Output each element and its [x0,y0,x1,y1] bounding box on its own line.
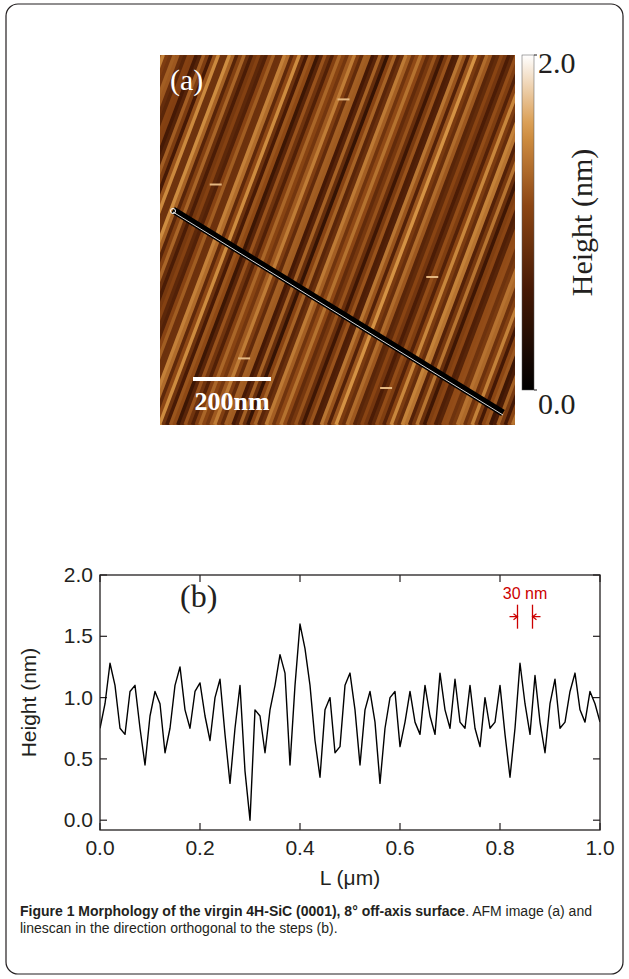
y-tick-right [593,820,600,821]
colorbar-tick-label: 0.0 [538,387,576,420]
plot-frame [100,575,600,830]
plot-data [100,624,600,820]
x-tick-top [299,575,300,582]
y-tick-label: 2.0 [64,563,93,586]
afm-feature [338,98,350,100]
y-tick [100,636,107,637]
colorbar-label: Height (nm) [565,149,599,296]
figure-border [6,4,623,974]
afm-step [509,55,515,425]
y-tick-label: 0.5 [64,747,93,770]
x-tick-label: 0.8 [485,836,514,859]
afm-step [506,55,515,425]
x-tick-label: 0.0 [85,836,114,859]
y-tick-label: 0.0 [64,808,93,831]
x-tick-label: 0.6 [385,836,414,859]
afm-step [513,55,515,425]
y-tick-label: 1.5 [64,624,93,647]
x-tick [199,823,200,830]
afm-step [495,55,515,425]
x-tick [499,823,500,830]
x-tick [299,823,300,830]
afm-step [491,55,515,425]
annotation-arrow [533,614,541,620]
x-axis-title: L (μm) [320,866,380,889]
y-axis-title: Height (nm) [17,648,40,758]
y-tick-right [593,636,600,637]
afm-feature [238,357,250,359]
afm-step [502,55,515,425]
y-tick [100,820,107,821]
x-tick-top [399,575,400,582]
afm-feature [210,184,222,186]
x-tick-label: 1.0 [585,836,614,859]
figure: (a) 200nm 0.0 2.0 Height (nm) 0.0 0.2 0.4 0.6 0.8… [0,0,629,979]
colorbar-tick [534,390,537,391]
linescan-start [171,209,176,214]
afm-step [498,55,515,425]
linescan-path-inner [173,212,503,415]
y-tick [100,758,107,759]
caption-title: Figure 1 Morphology of the virgin 4H-SiC… [20,903,465,919]
scale-bar-label: 200nm [194,387,269,416]
annotation-text: 30 nm [503,585,547,602]
y-tick-right [593,758,600,759]
panel-label: (b) [180,578,217,614]
x-tick-label: 0.4 [285,836,315,859]
y-tick-label: 1.0 [64,686,93,709]
colorbar-tick [534,55,537,56]
caption: Figure 1 Morphology of the virgin 4H-SiC… [20,903,610,937]
afm-feature [426,276,438,278]
annotation-arrow [510,614,518,620]
colorbar-tick-label: 2.0 [538,46,576,79]
profile-line [100,624,600,820]
x-tick-top [499,575,500,582]
colorbar [522,55,534,390]
scale-bar [193,377,271,381]
afm-image [160,55,515,425]
afm-feature [380,387,392,389]
x-tick [399,823,400,830]
linescan-path [173,210,503,413]
panel-label: (a) [170,63,203,97]
y-tick-right [593,697,600,698]
x-tick-label: 0.2 [185,836,214,859]
